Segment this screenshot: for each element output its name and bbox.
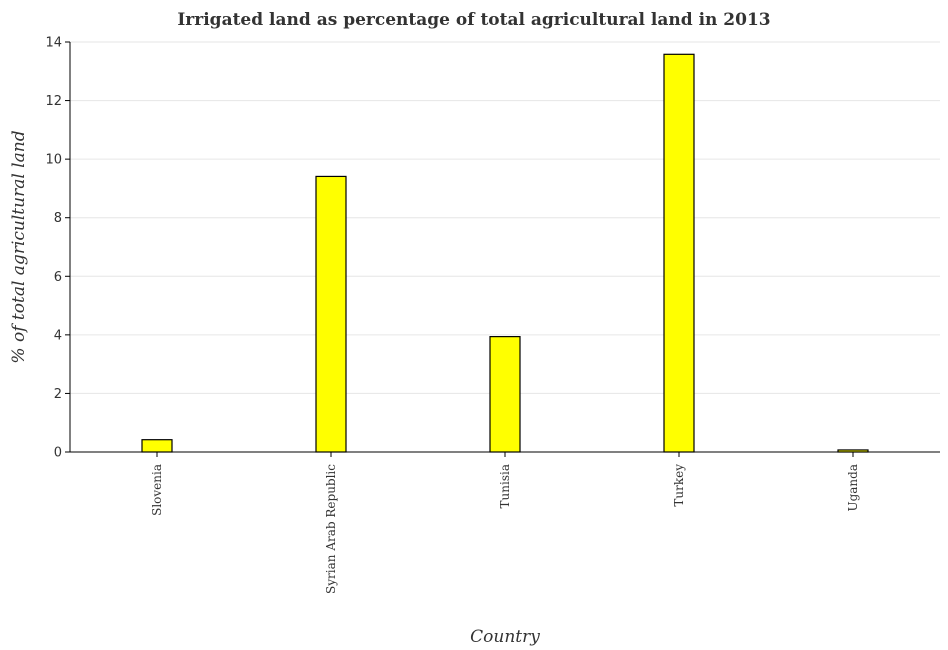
y-tick-label: 14	[45, 36, 62, 51]
bars	[141, 53, 869, 453]
x-tick-labels: Slovenia Syrian Arab Republic Tunisia Turke…	[150, 452, 860, 594]
y-tick-label: 10	[45, 153, 62, 168]
bar-syrian-arab-republic	[315, 175, 347, 453]
y-tick-label: 8	[54, 211, 62, 226]
x-tick-label: Syrian Arab Republic	[324, 464, 338, 594]
y-axis-label: % of total agricultural land	[9, 130, 29, 363]
x-tick-label: Tunisia	[498, 464, 512, 508]
bar-tunisia	[489, 336, 521, 453]
bar-turkey	[663, 53, 695, 453]
y-tick-label: 6	[54, 270, 62, 285]
x-tick-label: Uganda	[846, 464, 860, 512]
bar-slovenia	[141, 439, 173, 453]
y-tick-label: 0	[54, 446, 62, 461]
y-tick-label: 2	[54, 387, 62, 402]
x-tick-label: Turkey	[672, 464, 686, 507]
y-tick-label: 4	[54, 328, 62, 343]
gridlines	[70, 41, 940, 453]
y-tick-label: 12	[45, 94, 62, 109]
x-tick-label: Slovenia	[150, 464, 164, 516]
y-tick-labels: 0 2 4 6 8 10 12 14	[45, 36, 70, 461]
x-axis-label: Country	[470, 627, 540, 647]
chart-title: Irrigated land as percentage of total ag…	[177, 10, 770, 30]
